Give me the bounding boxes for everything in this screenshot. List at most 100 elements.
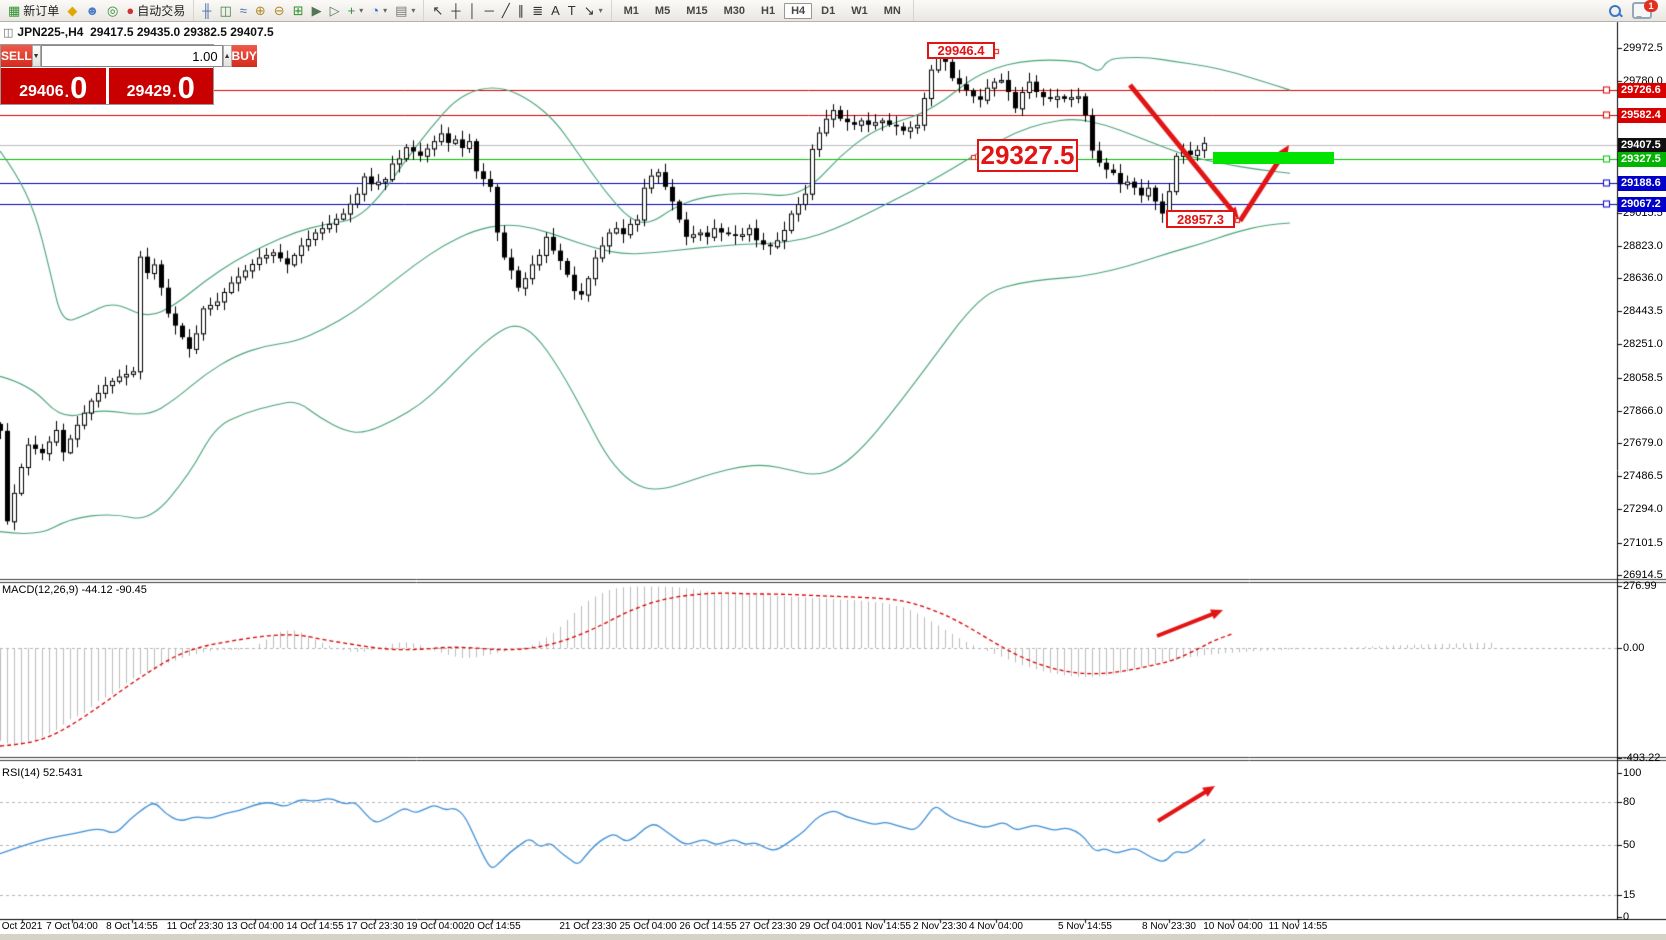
price-tick-label: 28636.0	[1623, 272, 1663, 285]
time-tick-label: 26 Oct 14:55	[679, 921, 737, 932]
signals-icon: ◎	[107, 3, 119, 18]
price-level-badge: 29407.5	[1618, 138, 1666, 154]
new-order-button[interactable]: ▦ 新订单	[4, 1, 63, 20]
toolbar-group-trade: ▦ 新订单 ◆ ☻ ◎ ● 自动交易	[0, 0, 195, 21]
tile-windows-button[interactable]: ⊞	[289, 1, 308, 20]
timeframe-w1[interactable]: W1	[851, 4, 868, 17]
sell-price-big: 0	[70, 70, 88, 105]
timeframe-h1[interactable]: H1	[761, 4, 776, 17]
rsi-tick-label: 0	[1623, 911, 1630, 923]
time-tick-label: 13 Oct 04:00	[226, 921, 284, 932]
label-button[interactable]: T	[564, 1, 580, 20]
channel-icon: ∥	[517, 3, 525, 18]
fibonacci-icon: ≣	[532, 3, 544, 18]
symbol-title: ◫ JPN225-,H4 29417.5 29435.0 29382.5 294…	[3, 25, 274, 39]
profile-icon: ☻	[85, 3, 99, 18]
auto-scroll-button[interactable]: ▶	[308, 1, 326, 20]
periods-button[interactable]: ◔ ▾	[367, 1, 391, 20]
signals-button[interactable]: ◎	[103, 1, 122, 20]
macd-tick-label: 0.00	[1623, 642, 1645, 654]
crosshair-button[interactable]: ┼	[447, 1, 464, 20]
candlestick-button[interactable]: ◫	[215, 1, 235, 20]
rsi-tick-label: 15	[1623, 889, 1636, 902]
sticker-icon: ◆	[67, 3, 78, 18]
timeframe-m5[interactable]: M5	[654, 4, 671, 17]
periods-icon: ◔	[371, 3, 380, 18]
time-tick-label: 14 Oct 14:55	[286, 921, 344, 932]
volume-input[interactable]	[40, 45, 223, 67]
arrows-button[interactable]: ↘ ▾	[580, 1, 607, 20]
buy-price-main: 29429	[126, 83, 172, 100]
buy-button[interactable]: BUY	[231, 45, 257, 67]
rsi-tick-label: 50	[1623, 839, 1636, 851]
timeframe-d1[interactable]: D1	[821, 4, 836, 17]
indicators-button[interactable]: + ▾	[344, 1, 368, 20]
time-tick-label: 21 Oct 23:30	[559, 921, 617, 932]
macd-tick-label: -493.22	[1623, 751, 1661, 764]
chevron-down-icon: ▾	[383, 6, 388, 15]
time-tick-label: 7 Oct 04:00	[46, 921, 98, 932]
templates-button[interactable]: ▤ ▾	[391, 1, 419, 20]
time-tick-label: 10 Nov 04:00	[1203, 921, 1263, 932]
channel-button[interactable]: ∥	[514, 1, 529, 20]
time-tick-label: 1 Nov 14:55	[857, 921, 911, 932]
line-chart-icon: ≈	[239, 3, 247, 18]
search-icon[interactable]	[1608, 4, 1622, 18]
label-icon: T	[567, 3, 576, 18]
timeframe-h4[interactable]: H4	[784, 2, 813, 19]
rsi-pane-label: RSI(14) 52.5431	[2, 767, 83, 779]
symbol-ohlc-text: JPN225-,H4 29417.5 29435.0 29382.5 29407…	[17, 25, 274, 39]
time-tick-label: 8 Nov 23:30	[1142, 921, 1196, 932]
time-tick-label: 5 Nov 14:55	[1058, 921, 1112, 932]
timeframe-m30[interactable]: M30	[723, 4, 746, 17]
price-level-badge: 29582.4	[1618, 107, 1666, 123]
price-tick-label: 28058.5	[1623, 371, 1663, 384]
autotrade-icon: ●	[126, 3, 135, 18]
price-tick-label: 28251.0	[1623, 338, 1663, 351]
line-chart-button[interactable]: ≈	[236, 1, 251, 20]
price-tick-label: 27101.5	[1623, 536, 1663, 549]
zoom-in-button[interactable]: ⊕	[251, 1, 270, 20]
profile-button[interactable]: ☻	[81, 1, 103, 20]
sell-price-display[interactable]: 29406 . 0	[1, 68, 106, 104]
volume-decrease-button[interactable]: ▼	[31, 45, 41, 67]
buy-price-dot: .	[172, 84, 177, 101]
vertical-line-button[interactable]: │	[465, 1, 481, 20]
fibonacci-button[interactable]: ≣	[528, 1, 547, 20]
price-tick-label: 27679.0	[1623, 437, 1663, 450]
cursor-button[interactable]: ↖	[428, 1, 447, 20]
window-bottom-strip	[0, 934, 1666, 940]
macd-tick-label: 276.99	[1623, 580, 1657, 593]
price-tick-label: 29972.5	[1623, 41, 1663, 54]
buy-price-display[interactable]: 29429 . 0	[108, 68, 213, 104]
timeframe-mn[interactable]: MN	[883, 4, 901, 17]
auto-scroll-icon: ▶	[311, 3, 322, 18]
timeframe-group: M1 M5 M15 M30 H1 H4 D1 W1 MN	[612, 0, 914, 21]
annotation-key-level[interactable]: 29327.5	[977, 139, 1078, 172]
bar-chart-button[interactable]: ╫	[198, 1, 215, 20]
new-order-icon: ▦	[8, 3, 21, 18]
timeframe-m15[interactable]: M15	[686, 4, 708, 17]
price-tick-label: 27866.0	[1623, 404, 1663, 417]
horizontal-line-button[interactable]: ─	[481, 1, 498, 20]
annotation-green-zone[interactable]	[1213, 152, 1334, 164]
annotation-low-price[interactable]: 28957.3	[1166, 210, 1235, 228]
chevron-down-icon: ▾	[359, 6, 364, 15]
sell-button[interactable]: SELL	[1, 45, 32, 67]
price-tick-label: 28823.0	[1623, 239, 1663, 252]
text-button[interactable]: A	[547, 1, 564, 20]
zoom-out-button[interactable]: ⊖	[270, 1, 289, 20]
autotrade-button[interactable]: ● 自动交易	[122, 1, 189, 20]
trendline-button[interactable]: ╱	[498, 1, 514, 20]
price-level-badge: 29726.6	[1618, 83, 1666, 98]
chart-shift-button[interactable]: ▷	[326, 1, 344, 20]
cursor-icon: ↖	[432, 3, 444, 18]
crosshair-icon: ┼	[451, 3, 461, 18]
timeframe-m1[interactable]: M1	[623, 4, 639, 17]
volume-increase-button[interactable]: ▲	[222, 45, 232, 67]
annotation-high-price[interactable]: 29946.4	[927, 42, 995, 59]
text-icon: A	[551, 3, 560, 18]
sticker-button[interactable]: ◆	[63, 1, 81, 20]
chat-icon[interactable]: 1	[1632, 0, 1658, 19]
